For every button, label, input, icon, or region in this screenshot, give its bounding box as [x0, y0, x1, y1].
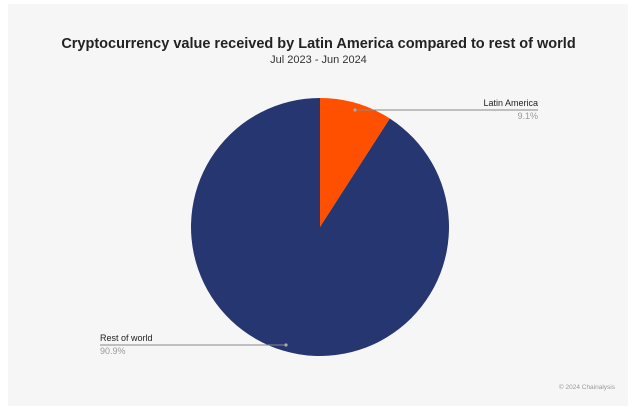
leader-dot-latin-america [353, 108, 357, 112]
chart-subtitle: Jul 2023 - Jun 2024 [270, 54, 367, 66]
slice-label-latin-america: Latin America [483, 98, 538, 108]
pie-slice-rest-of-world [190, 98, 450, 357]
pie-slice-latin-america [320, 98, 390, 227]
chart-title: Cryptocurrency value received by Latin A… [61, 36, 576, 52]
credit-text: © 2024 Chainalysis [558, 384, 615, 391]
leader-dot-rest-of-world [284, 343, 288, 347]
slice-value-latin-america: 9.1% [517, 111, 538, 121]
slice-value-rest-of-world: 90.9% [100, 346, 126, 356]
slice-label-rest-of-world: Rest of world [100, 333, 153, 343]
